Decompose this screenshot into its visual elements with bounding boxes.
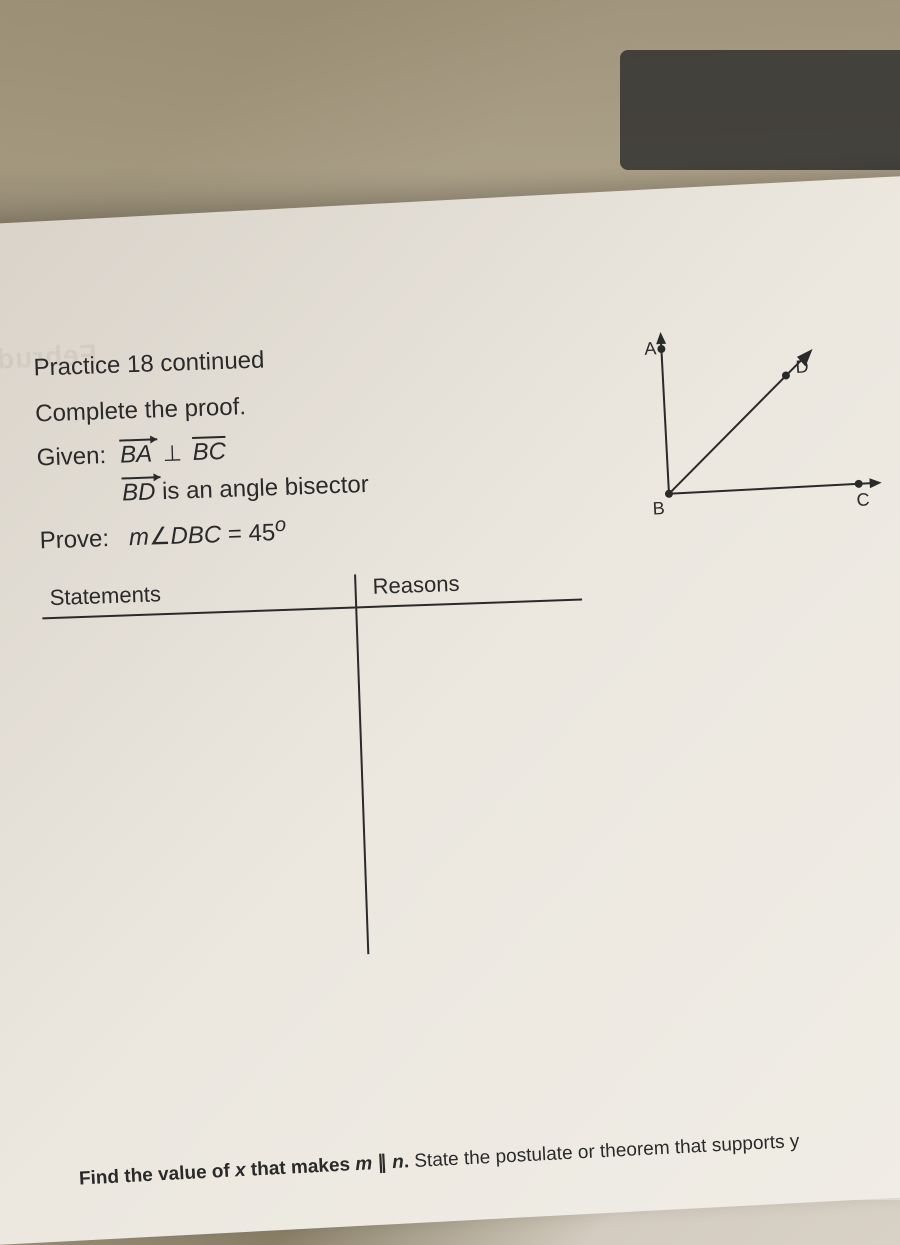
given-ray-BA: BA <box>120 440 153 469</box>
reasons-header: Reasons <box>354 567 582 609</box>
angle-symbol: ∠ <box>149 523 171 551</box>
label-A: A <box>644 338 657 359</box>
diagram-svg: A B C D <box>615 312 896 536</box>
desk-dark-object <box>620 50 900 170</box>
worksheet-paper: Februd Practice 18 continued Complete th… <box>0 175 900 1245</box>
ray-BC-line <box>669 483 872 494</box>
point-C-dot <box>855 480 863 488</box>
ray-BA-arrow <box>655 332 666 345</box>
label-C: C <box>856 489 870 510</box>
prove-angle-name: DBC <box>170 521 222 550</box>
ray-BC-arrow <box>869 478 882 489</box>
table-vertical-divider <box>354 574 369 954</box>
prove-label: Prove: <box>39 525 109 554</box>
bottom-part1: Find the value of <box>78 1160 235 1189</box>
label-B: B <box>652 498 665 519</box>
geometry-diagram: A B C D <box>615 312 896 536</box>
statements-header: Statements <box>41 574 355 619</box>
perpendicular-symbol: ⊥ <box>162 440 182 466</box>
label-D: D <box>795 356 809 377</box>
given-bisector-text: is an angle bisector <box>162 471 370 505</box>
proof-table: Statements Reasons <box>41 567 582 620</box>
bottom-part4: State the postulate or theorem that supp… <box>414 1131 800 1172</box>
parallel-symbol: ∥ <box>372 1152 393 1174</box>
prove-equals: = 45 <box>221 519 276 548</box>
given-label: Given: <box>36 442 106 472</box>
bottom-question: Find the value of x that makes m ∥ n. St… <box>78 1126 878 1191</box>
point-A-dot <box>657 345 665 353</box>
prove-m: m <box>129 524 150 552</box>
ray-BA-line <box>661 342 669 494</box>
bottom-m: m <box>355 1153 373 1175</box>
degree-symbol: o <box>275 514 287 536</box>
bottom-part2: that makes <box>245 1154 356 1181</box>
given-segment-BC: BC <box>192 438 226 466</box>
given-ray-BD: BD <box>122 478 156 507</box>
